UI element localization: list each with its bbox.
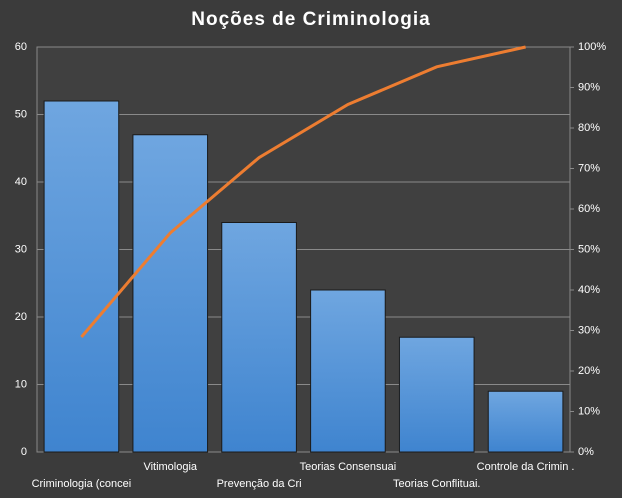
y2-tick-label: 10% bbox=[578, 405, 600, 417]
y2-tick-label: 30% bbox=[578, 324, 600, 336]
y-tick-label: 20 bbox=[15, 311, 27, 323]
y-tick-label: 60 bbox=[15, 41, 27, 53]
y2-tick-label: 80% bbox=[578, 122, 600, 134]
x-tick-label: Vitimologia bbox=[143, 461, 197, 473]
y-tick-label: 30 bbox=[15, 243, 27, 255]
line bbox=[80, 45, 526, 338]
y2-tick-label: 60% bbox=[578, 203, 600, 215]
y-tick-label: 40 bbox=[15, 176, 27, 188]
y-tick-label: 0 bbox=[21, 446, 27, 458]
bar bbox=[132, 134, 209, 453]
bar bbox=[221, 222, 297, 453]
y2-tick-label: 90% bbox=[578, 81, 600, 93]
y2-tick-label: 50% bbox=[578, 243, 600, 255]
bar bbox=[310, 289, 386, 453]
x-tick-label: Controle da Crimin . bbox=[477, 461, 575, 473]
y2-tick-label: 40% bbox=[578, 284, 600, 296]
x-tick-label: Criminologia (concei bbox=[32, 478, 132, 490]
bar bbox=[43, 100, 120, 453]
x-tick-label: Prevenção da Cri bbox=[217, 478, 302, 490]
x-tick-label: Teorias Conflituai. bbox=[393, 478, 480, 490]
x-tick-label: Teorias Consensuai bbox=[300, 461, 397, 473]
chart-title: Noções de Criminologia bbox=[191, 9, 430, 30]
y-tick-label: 50 bbox=[15, 108, 27, 120]
bar bbox=[398, 336, 475, 453]
y-tick-label: 10 bbox=[15, 378, 27, 390]
y2-tick-label: 70% bbox=[578, 162, 600, 174]
y2-tick-label: 20% bbox=[578, 365, 600, 377]
y2-tick-label: 0% bbox=[578, 446, 594, 458]
y2-tick-label: 100% bbox=[578, 41, 606, 53]
bar bbox=[487, 390, 564, 453]
